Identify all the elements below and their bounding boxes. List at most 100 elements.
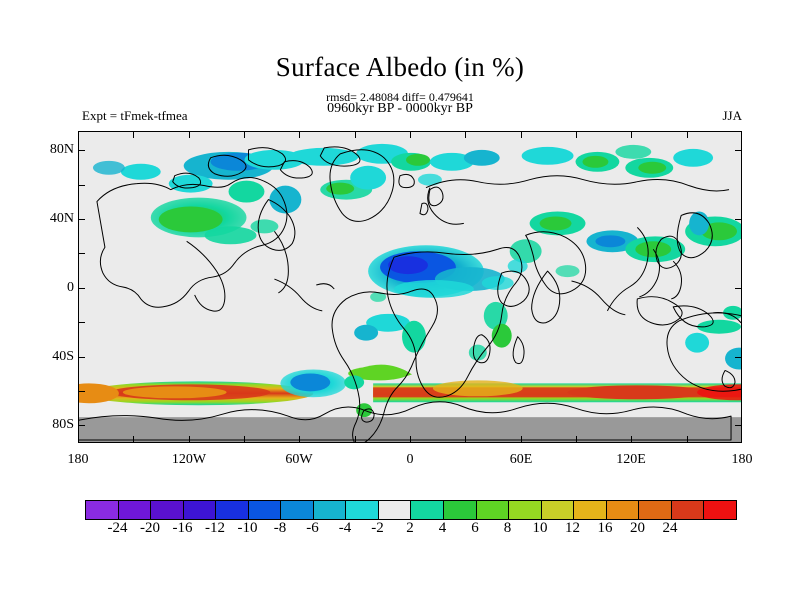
world-map-svg [79,132,741,442]
colorbar-label--6: -6 [306,520,319,536]
y-tick-40N [78,219,85,220]
page-title: Surface Albedo (in %) [275,52,525,82]
canadian-arctic-anomaly [92,147,359,214]
southern-ocean-band [79,380,741,406]
x-tick-top-60W [299,131,300,138]
colorbar-cell-8 [346,501,379,519]
x-tick-30W [355,436,356,443]
x-axis-label-60E: 60E [509,452,533,467]
x-tick-90W [244,436,245,443]
colorbar-cell-0 [86,501,119,519]
colorbar-cell-14 [541,501,575,519]
colorbar-label-12: 12 [565,520,580,536]
x-tick-top-120E [631,131,632,138]
y-axis-label-40S: 40S [52,349,74,364]
colorbar-label-2: 2 [406,520,414,536]
colorbar-label-10: 10 [532,520,548,536]
x-tick-top-0 [410,131,411,138]
statistics-line: rmsd= 2.48084 diff= 0.479641 [326,90,474,104]
colorbar-label-8: 8 [503,520,512,536]
colorbar-label--20: -20 [140,520,160,536]
sahara-anomaly [368,245,514,298]
colorbar-label--2: -2 [371,520,384,536]
x-tick-top-30W [355,131,356,138]
x-axis-label-0: 0 [406,452,414,467]
map-plot-area [78,131,742,443]
x-tick-180E [741,436,742,443]
y-tick-20S [78,322,85,323]
colorbar-cell-19 [704,501,736,519]
europe-anomaly [417,149,500,186]
y-tick-20N [78,253,85,254]
y-tick-40S [78,357,85,358]
colorbar-label--24: -24 [107,520,128,536]
colorbar-cell-18 [671,501,705,519]
x-tick-30E [465,436,466,443]
x-tick-120E [631,436,632,443]
colorbar-cell-7 [313,501,347,519]
coastlines [79,146,741,442]
colorbar-cell-12 [476,501,510,519]
y-tick-right-80S [735,425,742,426]
colorbar-label--10: -10 [237,520,258,536]
colorbar-cell-1 [118,501,152,519]
y-axis-label-80S: 80S [52,417,74,432]
y-axis-label-40N: 40N [49,211,74,226]
x-axis-label-120W: 120W [171,452,207,467]
x-tick-0 [410,436,411,443]
x-tick-90E [576,436,577,443]
x-tick-top-60E [521,131,522,138]
x-tick-150W [133,436,134,443]
colorbar-cell-10 [411,501,445,519]
colorbar-label--16: -16 [172,520,193,536]
colorbar-cell-13 [509,501,542,519]
x-tick-150E [687,436,688,443]
y-axis-label-80N: 80N [49,142,74,157]
colorbar-cell-2 [151,501,184,519]
x-tick-120W [189,436,190,443]
x-tick-top-150E [687,131,688,138]
x-axis-label-120E: 120E [616,452,646,467]
colorbar-label-20: 20 [630,520,645,536]
y-tick-right-40N [735,219,742,220]
colorbar-label--8: -8 [273,520,287,536]
y-tick-80N [78,150,85,151]
siberia-anomaly [521,144,714,178]
x-axis-label-60W: 60W [285,452,313,467]
colorbar-label-24: 24 [662,520,678,536]
albedo-anomaly-layer [79,143,741,418]
y-tick-right-80N [735,150,742,151]
colorbar-cell-11 [444,501,477,519]
y-tick-0 [78,288,85,289]
y-tick-right-40S [735,357,742,358]
x-tick-180W [78,436,79,443]
x-tick-top-120W [189,131,190,138]
colorbar [85,500,737,520]
colorbar-label--12: -12 [205,520,225,536]
colorbar-cell-6 [281,501,314,519]
y-axis-label-0: 0 [67,280,74,295]
colorbar-cell-9 [378,501,412,519]
colorbar-label-4: 4 [438,520,447,536]
x-tick-60E [521,436,522,443]
x-tick-top-90W [244,131,245,138]
x-axis-label-180W: 180 [67,452,89,467]
north-america-anomaly [150,180,279,245]
y-tick-80S [78,425,85,426]
colorbar-label--4: -4 [338,520,352,536]
colorbar-cell-3 [183,501,217,519]
colorbar-tick-labels: -24 -20 -16 -12 -10 -8 -6 -4 -2 2 4 6 8 10 12 16 20 24 [85,520,737,542]
south-america-anomaly [344,313,426,418]
experiment-label: Expt = tFmek-tfmea [82,108,188,123]
colorbar-label-16: 16 [597,520,613,536]
season-label: JJA [722,108,742,123]
y-tick-60S [78,391,85,392]
weddell-sea-anomaly [280,369,347,398]
colorbar-cell-16 [606,501,640,519]
x-tick-top-90E [576,131,577,138]
colorbar-cell-17 [639,501,672,519]
colorbar-cell-15 [574,501,607,519]
x-axis-label-180E: 180 [731,452,753,467]
colorbar-label-6: 6 [471,520,479,536]
